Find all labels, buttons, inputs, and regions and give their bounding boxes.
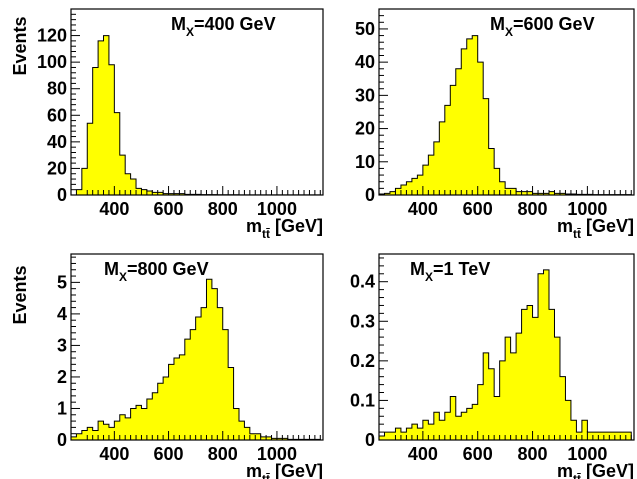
y-tick-label: 40 xyxy=(355,52,375,72)
x-tick-label: 800 xyxy=(518,199,548,219)
y-tick-label: 0 xyxy=(365,430,375,450)
y-tick-label: 0.2 xyxy=(350,351,375,371)
x-tick-label: 400 xyxy=(99,199,129,219)
y-tick-label: 1 xyxy=(57,398,67,418)
x-axis-title: mtt̄ [GeV] xyxy=(246,216,323,241)
x-tick-label: 1000 xyxy=(257,199,297,219)
x-tick-label: 400 xyxy=(408,199,438,219)
y-tick-label: 3 xyxy=(57,335,67,355)
y-tick-label: 30 xyxy=(355,85,375,105)
x-tick-label: 1000 xyxy=(257,444,297,464)
y-tick-label: 4 xyxy=(57,304,67,324)
plot-frame xyxy=(378,253,635,441)
y-axis-title: Events xyxy=(10,265,30,324)
histogram-bins xyxy=(71,35,321,196)
x-axis-title: mtt̄ [GeV] xyxy=(246,461,323,479)
y-tick-label: 0 xyxy=(57,430,67,450)
y-tick-label: 0.3 xyxy=(350,311,375,331)
x-tick-label: 800 xyxy=(518,444,548,464)
y-tick-label: 10 xyxy=(355,152,375,172)
mass-label: MX=1 TeV xyxy=(410,259,490,284)
x-tick-label: 400 xyxy=(99,444,129,464)
histogram-bins xyxy=(378,35,632,196)
x-tick-label: 800 xyxy=(208,199,238,219)
y-tick-label: 50 xyxy=(355,19,375,39)
histogram-bins xyxy=(70,278,321,441)
x-tick-label: 600 xyxy=(154,444,184,464)
x-axis-title: mtt̄ [GeV] xyxy=(557,216,634,241)
y-tick-label: 40 xyxy=(47,132,67,152)
y-tick-label: 0.1 xyxy=(350,390,375,410)
mass-label: MX=600 GeV xyxy=(490,14,595,39)
x-tick-label: 800 xyxy=(208,444,238,464)
y-tick-label: 0.4 xyxy=(350,272,375,292)
y-tick-label: 5 xyxy=(57,272,67,292)
y-tick-label: 120 xyxy=(37,26,67,46)
panel-bottom-left: 400 600 800 1000 0 1 2 3 4 5 mtt̄ [GeV] MX=800 GeV E… xyxy=(10,253,324,479)
y-tick-label: 0 xyxy=(365,185,375,205)
x-tick-label: 600 xyxy=(463,444,493,464)
x-tick-label: 600 xyxy=(154,199,184,219)
panel-bottom-right: 400 600 800 1000 0 0.1 0.2 0.3 0.4 mtt̄ [GeV] MX=1… xyxy=(350,253,635,479)
panel-top-right: 400 600 800 1000 0 10 20 30 40 50 mtt̄ [GeV] MX=600… xyxy=(355,8,635,241)
y-tick-label: 0 xyxy=(57,185,67,205)
y-axis-title: Events xyxy=(10,16,30,75)
mass-label: MX=400 GeV xyxy=(171,14,276,39)
x-tick-label: 400 xyxy=(408,444,438,464)
x-tick-label: 600 xyxy=(463,199,493,219)
y-tick-label: 60 xyxy=(47,105,67,125)
panel-top-left: 400 600 800 1000 0 20 40 60 80 100 120 mtt̄ [GeV] MX… xyxy=(10,8,324,241)
x-axis-title: mtt̄ [GeV] xyxy=(557,461,634,479)
y-tick-label: 20 xyxy=(355,119,375,139)
y-tick-label: 100 xyxy=(37,52,67,72)
y-tick-label: 2 xyxy=(57,367,67,387)
mass-label: MX=800 GeV xyxy=(104,259,209,284)
y-tick-label: 80 xyxy=(47,79,67,99)
y-tick-label: 20 xyxy=(47,158,67,178)
plot-frame xyxy=(70,253,324,441)
x-tick-label: 1000 xyxy=(567,444,607,464)
plot-frame xyxy=(70,8,324,196)
histogram-bins xyxy=(378,269,632,441)
x-tick-label: 1000 xyxy=(567,199,607,219)
